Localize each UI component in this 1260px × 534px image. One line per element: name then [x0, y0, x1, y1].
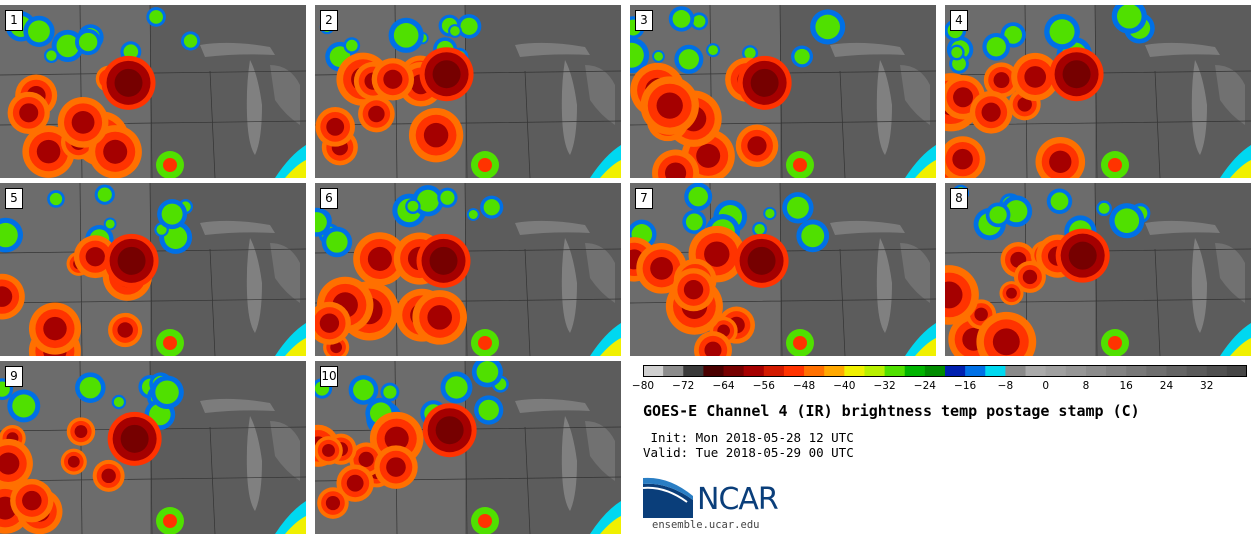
colorbar-swatch [1025, 365, 1047, 377]
colorbar-swatch [1045, 365, 1067, 377]
colorbar-swatch [783, 365, 805, 377]
colorbar [643, 362, 1248, 377]
ir-satellite-map [0, 5, 306, 178]
colorbar-tick-label: −8 [997, 380, 1014, 392]
colorbar-swatch [1005, 365, 1027, 377]
postage-stamp-panel: 6 [315, 183, 621, 356]
colorbar-tick-label: −32 [873, 380, 896, 392]
ir-satellite-map [315, 183, 621, 356]
colorbar-swatch [1085, 365, 1107, 377]
colorbar-swatch [965, 365, 986, 377]
postage-stamp-panel: 2 [315, 5, 621, 178]
postage-stamp-panel: 9 [0, 361, 306, 534]
panel-number: 6 [320, 188, 338, 209]
ir-satellite-map [630, 5, 936, 178]
ir-satellite-map [315, 5, 621, 178]
colorbar-swatch [643, 365, 664, 377]
postage-stamp-panel: 4 [945, 5, 1251, 178]
colorbar-tick-label: −72 [672, 380, 695, 392]
colorbar-swatch [1166, 365, 1188, 377]
colorbar-swatch [945, 365, 966, 377]
panel-number: 8 [950, 188, 968, 209]
colorbar-swatch [1226, 365, 1248, 377]
colorbar-tick-label: −56 [752, 380, 775, 392]
colorbar-swatch [985, 365, 1006, 377]
colorbar-tick-label: −48 [792, 380, 816, 392]
ir-satellite-map [0, 183, 306, 356]
colorbar-swatch [1206, 365, 1228, 377]
valid-time: Valid: Tue 2018-05-29 00 UTC [643, 445, 854, 460]
panel-number: 2 [320, 10, 338, 31]
ir-satellite-map [945, 5, 1251, 178]
figure-title: GOES-E Channel 4 (IR) brightness temp po… [643, 402, 1140, 420]
panel-number: 5 [5, 188, 23, 209]
colorbar-tick-label: −64 [712, 380, 735, 392]
colorbar-tick-label: −40 [833, 380, 856, 392]
colorbar-tick-label: 32 [1200, 380, 1214, 392]
colorbar-swatches [643, 365, 1248, 377]
logo-text: NCAR [697, 482, 779, 517]
colorbar-tick-label: 8 [1082, 380, 1090, 392]
init-time: Init: Mon 2018-05-28 12 UTC [643, 430, 854, 445]
colorbar-swatch [824, 365, 845, 377]
colorbar-swatch [844, 365, 865, 377]
ir-satellite-map [630, 183, 936, 356]
colorbar-swatch [864, 365, 886, 377]
colorbar-swatch [1186, 365, 1208, 377]
panel-number: 10 [320, 366, 338, 387]
colorbar-swatch [743, 365, 765, 377]
colorbar-tick-label: −80 [631, 380, 655, 392]
colorbar-swatch [703, 365, 725, 377]
colorbar-swatch [924, 365, 946, 377]
colorbar-swatch [683, 365, 704, 377]
colorbar-swatch [723, 365, 745, 377]
colorbar-swatch [763, 365, 785, 377]
colorbar-swatch [1146, 365, 1167, 377]
colorbar-tick-label: 16 [1119, 380, 1133, 392]
panel-number: 3 [635, 10, 653, 31]
postage-stamp-panel: 5 [0, 183, 306, 356]
colorbar-swatch [1065, 365, 1087, 377]
colorbar-swatch [1106, 365, 1127, 377]
ncar-logo-icon [643, 477, 693, 518]
colorbar-swatch [904, 365, 926, 377]
postage-stamp-panel: 8 [945, 183, 1251, 356]
postage-stamp-panel: 7 [630, 183, 936, 356]
panel-number: 7 [635, 188, 653, 209]
logo-url: ensemble.ucar.edu [652, 519, 760, 531]
postage-stamp-panel: 10 [315, 361, 621, 534]
colorbar-tick-label: −24 [913, 380, 936, 392]
ir-satellite-map [945, 183, 1251, 356]
panel-number: 9 [5, 366, 23, 387]
postage-stamp-panel: 1 [0, 5, 306, 178]
panel-number: 1 [5, 10, 23, 31]
colorbar-tick-label: 24 [1159, 380, 1174, 392]
panel-number: 4 [950, 10, 968, 31]
colorbar-swatch [884, 365, 906, 377]
ir-satellite-map [315, 361, 621, 534]
colorbar-swatch [663, 365, 684, 377]
colorbar-swatch [804, 365, 825, 377]
colorbar-swatch [1126, 365, 1147, 377]
colorbar-tick-label: −16 [954, 380, 977, 392]
colorbar-tick-label: 0 [1042, 380, 1049, 392]
postage-stamp-panel: 3 [630, 5, 936, 178]
ir-satellite-map [0, 361, 306, 534]
